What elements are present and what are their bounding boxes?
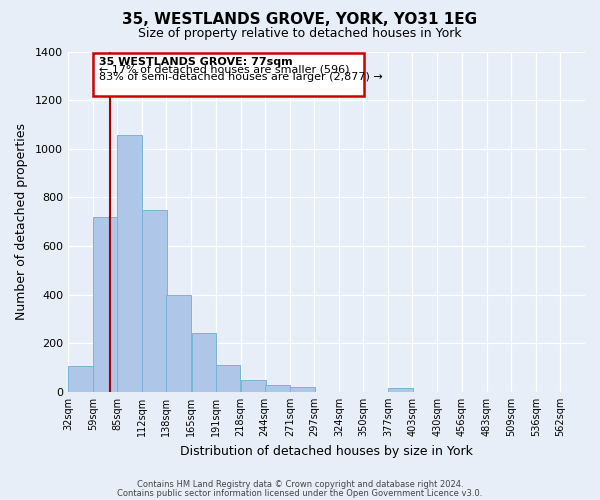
Text: Contains public sector information licensed under the Open Government Licence v3: Contains public sector information licen… xyxy=(118,488,482,498)
Text: 83% of semi-detached houses are larger (2,877) →: 83% of semi-detached houses are larger (… xyxy=(98,72,382,82)
FancyBboxPatch shape xyxy=(93,52,364,96)
Text: ← 17% of detached houses are smaller (596): ← 17% of detached houses are smaller (59… xyxy=(98,64,349,74)
Text: 35, WESTLANDS GROVE, YORK, YO31 1EG: 35, WESTLANDS GROVE, YORK, YO31 1EG xyxy=(122,12,478,28)
Text: Size of property relative to detached houses in York: Size of property relative to detached ho… xyxy=(138,28,462,40)
Bar xyxy=(265,385,290,392)
Y-axis label: Number of detached properties: Number of detached properties xyxy=(15,123,28,320)
Bar xyxy=(215,365,241,392)
Bar xyxy=(166,294,191,392)
Bar xyxy=(93,217,118,392)
Text: Contains HM Land Registry data © Crown copyright and database right 2024.: Contains HM Land Registry data © Crown c… xyxy=(137,480,463,489)
Bar xyxy=(68,366,93,392)
X-axis label: Distribution of detached houses by size in York: Distribution of detached houses by size … xyxy=(180,444,473,458)
Bar xyxy=(388,388,413,392)
Bar xyxy=(142,210,167,392)
Bar xyxy=(241,380,266,392)
Bar xyxy=(117,136,142,392)
Text: 35 WESTLANDS GROVE: 77sqm: 35 WESTLANDS GROVE: 77sqm xyxy=(98,57,292,67)
Bar xyxy=(290,386,315,392)
Bar xyxy=(191,333,217,392)
